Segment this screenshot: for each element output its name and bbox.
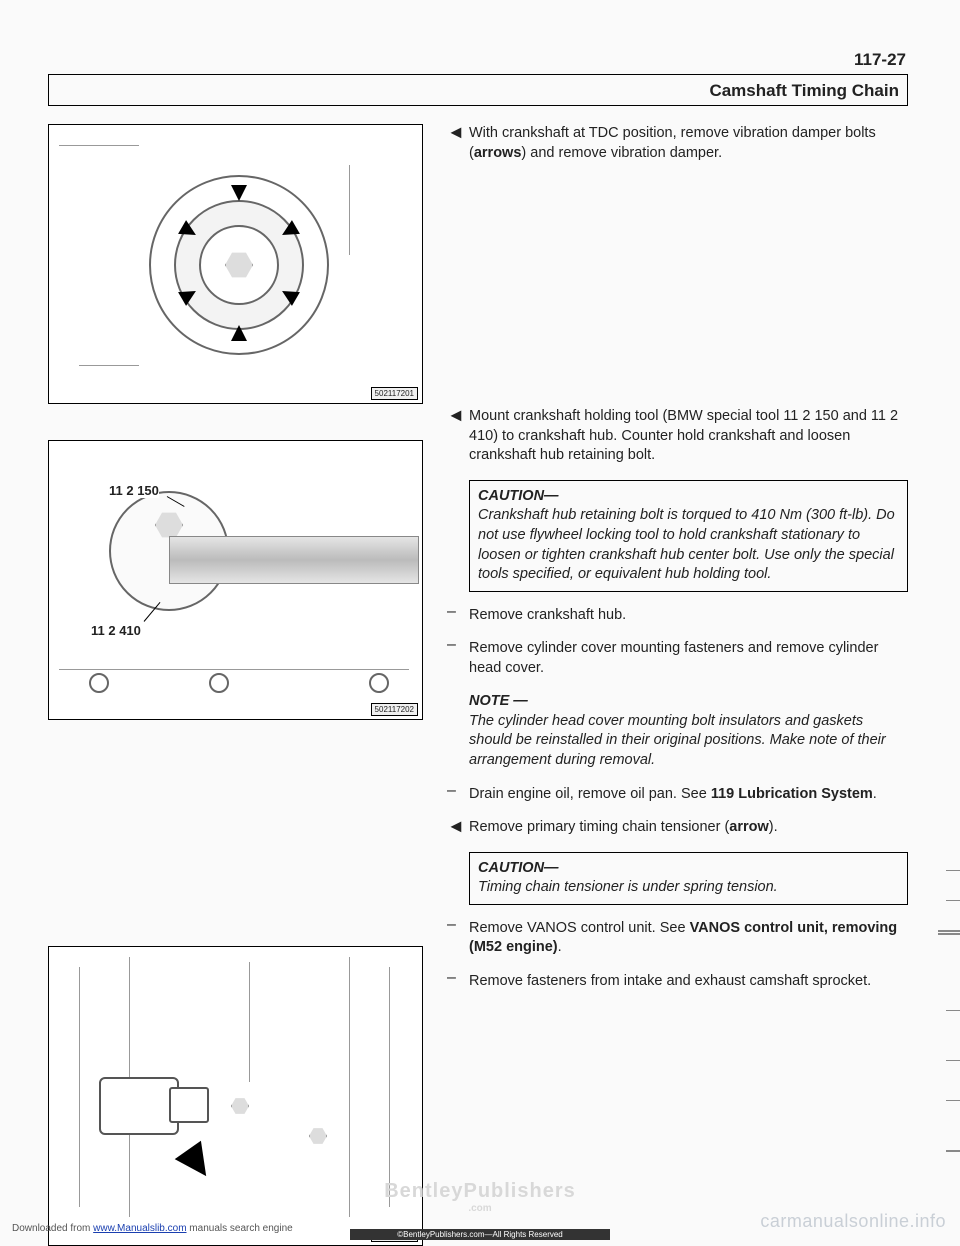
step-remove-sprocket-fasteners: – Remove fasteners from intake and exhau… — [447, 972, 908, 992]
step-text: ) and remove vibration damper. — [521, 145, 722, 161]
dash-icon: – — [447, 783, 469, 803]
caution-box-spring-tension: CAUTION— Timing chain tensioner is under… — [469, 852, 908, 905]
triangle-icon: ◄ — [447, 406, 469, 465]
step-bold: arrows — [474, 145, 522, 161]
figure-chain-tensioner: 502117800 — [48, 946, 423, 1246]
step-text: Remove fasteners from intake and exhaust… — [469, 972, 908, 992]
watermark-site: carmanualsonline.info — [760, 1211, 946, 1232]
step-text: Remove primary timing chain tensioner ( — [469, 819, 729, 835]
step-text: Remove cylinder cover mounting fasteners… — [469, 639, 908, 678]
step-text: . — [873, 786, 877, 802]
step-text: Mount crankshaft holding tool (BMW speci… — [469, 407, 908, 466]
step-text: Remove VANOS control unit. See — [469, 920, 690, 936]
step-remove-vanos: – Remove VANOS control unit. See VANOS c… — [447, 919, 908, 958]
scan-edge-marks — [936, 0, 960, 1242]
step-remove-damper-bolts: ◄ With crankshaft at TDC position, remov… — [447, 124, 908, 163]
step-text: ). — [769, 819, 778, 835]
section-title: Camshaft Timing Chain — [57, 81, 899, 101]
copyright-bar: ©BentleyPublishers.com—All Rights Reserv… — [350, 1229, 610, 1240]
manualslib-link[interactable]: www.Manualslib.com — [93, 1223, 186, 1234]
dash-icon: – — [447, 917, 469, 956]
figure-vibration-damper: 502117201 — [48, 124, 423, 404]
dash-icon: – — [447, 637, 469, 676]
page-number: 117-27 — [48, 50, 908, 70]
section-header-box: Camshaft Timing Chain — [48, 74, 908, 106]
figure-label-tool-bottom: 11 2 410 — [91, 623, 141, 638]
step-text: Remove crankshaft hub. — [469, 606, 908, 626]
step-mount-holding-tool: ◄ Mount crankshaft holding tool (BMW spe… — [447, 407, 908, 466]
figure-id: 502117201 — [371, 387, 418, 400]
dash-icon: – — [447, 970, 469, 990]
step-text: . — [558, 939, 562, 955]
step-bold: 119 Lubrication System — [711, 786, 873, 802]
step-bold: arrow — [729, 819, 769, 835]
step-text: Drain engine oil, remove oil pan. See — [469, 786, 711, 802]
note-block-gaskets: NOTE — The cylinder head cover mounting … — [469, 692, 908, 770]
figure-crankshaft-tool: 11 2 150 11 2 410 502117202 — [48, 440, 423, 720]
footer-download-source: Downloaded from www.Manualslib.com manua… — [12, 1223, 293, 1234]
figure-label-tool-top: 11 2 150 — [109, 483, 159, 498]
triangle-icon: ◄ — [447, 817, 469, 837]
dash-icon: – — [447, 604, 469, 624]
caution-text: Timing chain tensioner is under spring t… — [478, 878, 899, 898]
figures-column: 502117201 11 2 150 11 2 410 502117202 — [48, 124, 423, 1246]
caution-box-hub-bolt: CAUTION— Crankshaft hub retaining bolt i… — [469, 480, 908, 592]
step-remove-hub: – Remove crankshaft hub. — [447, 606, 908, 626]
step-remove-tensioner: ◄ Remove primary timing chain tensioner … — [447, 818, 908, 838]
triangle-icon: ◄ — [447, 123, 469, 162]
note-title: NOTE — — [469, 692, 908, 712]
figure-id: 502117202 — [371, 703, 418, 716]
caution-text: Crankshaft hub retaining bolt is torqued… — [478, 506, 899, 584]
caution-title: CAUTION— — [478, 487, 899, 507]
step-remove-cylinder-cover: – Remove cylinder cover mounting fastene… — [447, 639, 908, 678]
instructions-column: ◄ With crankshaft at TDC position, remov… — [447, 124, 908, 1246]
note-text: The cylinder head cover mounting bolt in… — [469, 712, 908, 771]
step-drain-oil: – Drain engine oil, remove oil pan. See … — [447, 785, 908, 805]
caution-title: CAUTION— — [478, 859, 899, 879]
